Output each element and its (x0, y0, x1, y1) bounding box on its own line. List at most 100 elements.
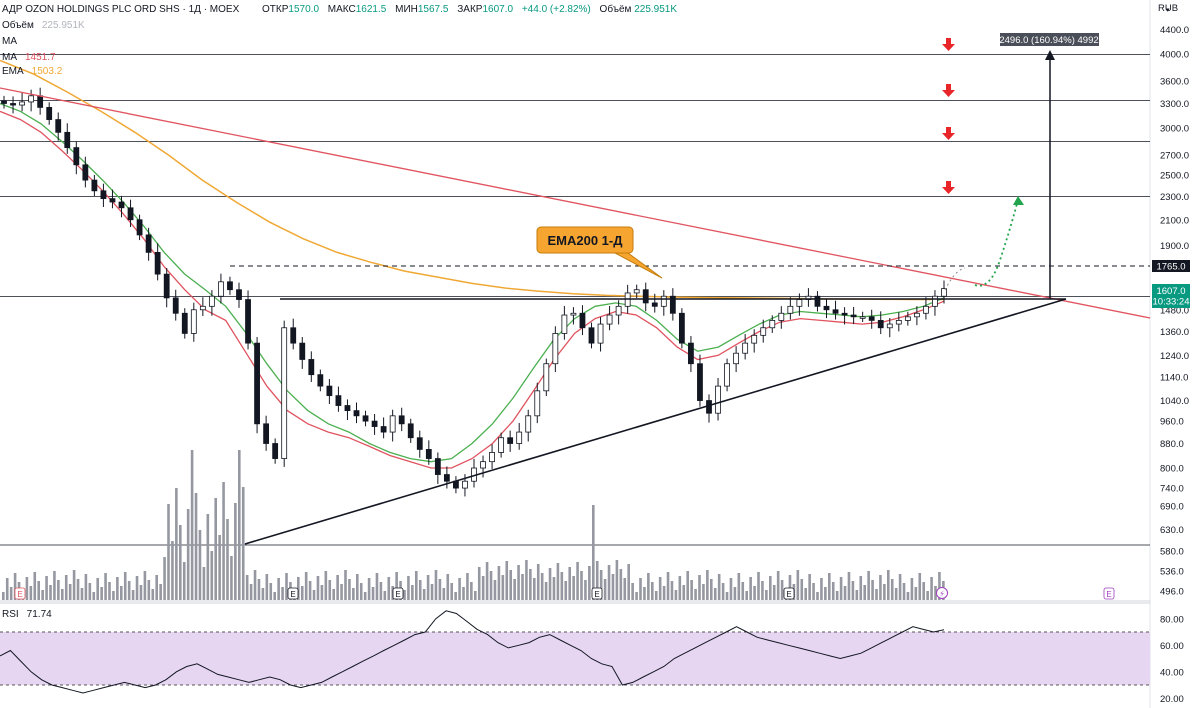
rsi-label: RSI (2, 609, 19, 620)
price-pane[interactable] (0, 0, 1150, 600)
candle-body (380, 426, 387, 433)
price-tick-label: 1480.0 (1160, 305, 1189, 316)
candle-body (561, 314, 568, 334)
volume-bar (887, 570, 890, 600)
volume-bar (706, 570, 709, 600)
rsi-axis[interactable]: 80.00 60.00 40.00 20.00 (1160, 614, 1184, 705)
volume-bar (198, 530, 202, 600)
volume-bar (505, 561, 509, 600)
candle-body (751, 334, 758, 344)
volume-bar (737, 573, 741, 600)
volume-bar (513, 579, 516, 600)
candle-body (434, 458, 441, 475)
volume-bar (127, 581, 131, 600)
candle-body (218, 281, 224, 297)
candle-body (462, 480, 468, 489)
volume-bar (57, 580, 60, 600)
volume-bar (367, 578, 371, 600)
price-tick-label: 960.0 (1160, 417, 1184, 428)
candle-body (299, 342, 306, 360)
volume-bar (450, 583, 453, 600)
volume-bar (344, 570, 347, 600)
rsi-pane[interactable] (0, 610, 1150, 694)
price-tick-label: 1140.0 (1160, 372, 1188, 383)
volume-bar (64, 575, 68, 600)
volume-bar (509, 570, 512, 600)
price-tick-label: 2300.0 (1160, 192, 1189, 203)
candle-body (489, 452, 495, 463)
volume-bar (607, 565, 611, 600)
candle-body (552, 333, 559, 365)
candle-body (443, 474, 450, 482)
volume-bar (135, 576, 139, 600)
volume-bar (702, 584, 705, 600)
volume-bar (894, 588, 898, 600)
legend-volume[interactable]: Объём 225.951K (2, 20, 85, 31)
symbol-title[interactable]: АДР OZON HOLDINGS PLC ORD SHS · 1Д · MOE… (2, 4, 240, 15)
volume-bar (41, 590, 44, 600)
volume-bar (820, 578, 823, 600)
candle-body (796, 299, 803, 307)
rsi-line (0, 610, 945, 694)
symbol-header: АДР OZON HOLDINGS PLC ORD SHS · 1Д · MOE… (2, 4, 683, 15)
volume-bar (725, 592, 729, 600)
volume-label: Объём (599, 4, 632, 15)
ema200-callout-text: EMA200 1-Д (547, 233, 623, 248)
volume-bar (922, 582, 925, 600)
volume-bar (33, 572, 37, 600)
volume-bar (757, 572, 760, 600)
currency-chevron-icon[interactable]: ▾ (1166, 7, 1170, 14)
legend-ma1-label: MA (2, 36, 17, 47)
candle-body (254, 342, 260, 425)
candle-body (932, 295, 938, 307)
volume-bar (13, 573, 17, 600)
red-down-arrow-head (942, 133, 955, 140)
event-markers[interactable]: E E E E E E ⚡ (14, 587, 1115, 600)
volume-bar (812, 583, 815, 600)
legend-ema[interactable]: EMA 1503.2 (2, 66, 62, 77)
volume-bar (300, 586, 304, 600)
price-tick-label: 2500.0 (1160, 170, 1189, 181)
legend-ma1[interactable]: MA (2, 36, 25, 47)
volume-bar (407, 576, 410, 600)
legend-ma2[interactable]: MA 1451.7 (2, 52, 56, 63)
candle-body (480, 461, 486, 469)
volume-bar (426, 575, 430, 600)
volume-bar (387, 577, 391, 600)
rsi-legend[interactable]: RSI 71.74 (2, 609, 52, 620)
volume-bar (615, 560, 619, 600)
candle-body (82, 164, 89, 181)
measure-label: 2496.0 (160.94%) 4992 (999, 35, 1098, 46)
volume-bar (619, 569, 623, 600)
candle-body (579, 312, 586, 329)
candle-body (642, 289, 649, 304)
volume-bar (855, 590, 859, 600)
candle-body (308, 359, 315, 376)
event-marker-box (392, 587, 404, 600)
legend-ema-value: 1503.2 (31, 66, 63, 77)
volume-bar (395, 572, 398, 600)
event-marker-box (287, 587, 299, 600)
volume-bar (635, 592, 638, 600)
rising-support-line[interactable] (244, 298, 1067, 545)
candle-body (389, 415, 396, 433)
ema200-callout[interactable]: EMA200 1-Д (536, 226, 663, 279)
candle-body (127, 207, 134, 221)
candle-body (534, 390, 541, 417)
candle-body (742, 342, 749, 354)
candle-body (109, 198, 116, 203)
currency-label[interactable]: RUB (1158, 3, 1178, 14)
descending-resistance-line[interactable] (0, 87, 1151, 319)
candle-body (19, 101, 25, 106)
volume-bar (772, 585, 776, 600)
volume-bar (92, 592, 96, 600)
volume-bar (253, 570, 257, 600)
candle-body (669, 295, 676, 314)
volume-bar (474, 591, 477, 600)
candle-body (10, 103, 16, 106)
price-tick-label: 3600.0 (1160, 77, 1189, 88)
volume-bar (120, 586, 123, 600)
price-axis[interactable]: 4400.0 4000.0 3600.0 3300.0 3000.0 2700.0 2500… (1160, 25, 1189, 598)
volume-bar (175, 488, 178, 600)
